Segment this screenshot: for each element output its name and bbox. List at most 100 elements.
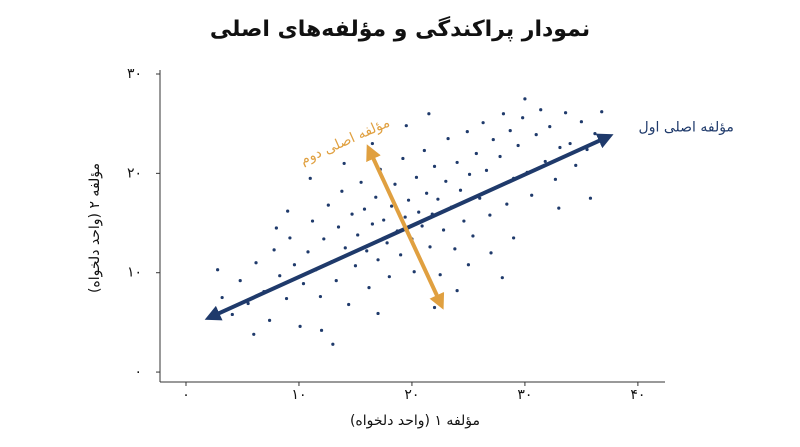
point	[385, 241, 389, 245]
point	[427, 112, 431, 116]
point	[220, 295, 224, 300]
point	[438, 273, 442, 277]
point	[370, 222, 374, 226]
point	[374, 195, 378, 199]
point	[521, 116, 525, 120]
point	[254, 261, 258, 265]
point	[455, 160, 459, 165]
x-tick-label: ۱۰	[291, 387, 306, 403]
point	[310, 219, 315, 223]
point	[288, 236, 292, 240]
point	[558, 145, 562, 150]
point	[370, 141, 374, 146]
point	[387, 275, 391, 279]
point	[347, 302, 351, 307]
point	[489, 251, 493, 255]
y-tick-label: ۰	[134, 364, 142, 380]
point	[326, 203, 330, 207]
point	[353, 264, 358, 268]
point	[420, 224, 424, 228]
point	[484, 168, 489, 172]
point	[446, 136, 450, 141]
point	[600, 110, 604, 114]
component-arrow	[366, 144, 445, 310]
point	[367, 286, 371, 290]
point	[548, 125, 552, 129]
point	[465, 130, 469, 134]
point	[393, 182, 397, 186]
point	[593, 132, 597, 136]
point	[343, 246, 347, 250]
point	[376, 258, 380, 262]
chart-title: نمودار پراکندگی و مؤلفه‌های اصلی	[210, 15, 590, 42]
x-tick-label: ۰	[182, 387, 190, 403]
point	[508, 129, 512, 133]
point	[399, 253, 403, 257]
point	[334, 279, 338, 283]
point	[414, 175, 419, 179]
point	[286, 209, 290, 213]
point	[432, 305, 437, 310]
point	[319, 328, 324, 332]
point	[436, 197, 440, 201]
point	[340, 189, 344, 193]
point	[474, 151, 478, 156]
point	[488, 213, 492, 217]
point	[365, 249, 369, 253]
point	[362, 207, 367, 211]
x-axis-label: مؤلفه ۱ (واحد دلخواه)	[350, 413, 480, 429]
point	[455, 288, 459, 293]
point	[462, 219, 466, 223]
point	[553, 177, 558, 181]
point	[425, 191, 429, 195]
point	[588, 196, 593, 200]
point	[298, 324, 302, 328]
point	[539, 108, 543, 112]
point	[534, 133, 538, 137]
point	[471, 234, 475, 238]
x-tick-label: ۳۰	[517, 387, 532, 403]
point	[516, 143, 520, 148]
point	[382, 218, 386, 222]
point	[342, 161, 346, 166]
point	[278, 274, 282, 278]
point	[306, 250, 310, 254]
point	[574, 163, 578, 168]
point	[292, 263, 297, 267]
point	[500, 276, 504, 280]
component-label: مؤلفه اصلی دوم	[298, 115, 392, 169]
point	[404, 124, 408, 128]
point	[481, 121, 485, 125]
point	[557, 206, 561, 210]
point	[376, 311, 380, 316]
point	[498, 154, 502, 159]
point	[467, 172, 472, 176]
point	[331, 342, 335, 346]
component-arrow	[204, 133, 614, 321]
point	[252, 332, 256, 336]
y-axis-label: مؤلفه ۲ (واحد دلخواه)	[87, 163, 103, 293]
component-label: مؤلفه اصلی اول	[639, 120, 734, 136]
point	[238, 279, 242, 283]
point	[523, 97, 527, 101]
point	[267, 318, 272, 322]
point	[441, 228, 446, 232]
y-tick-label: ۲۰	[127, 165, 142, 181]
point	[301, 282, 306, 286]
point	[417, 210, 421, 214]
point	[356, 233, 360, 237]
point	[512, 236, 516, 240]
point	[406, 198, 411, 202]
point	[453, 247, 457, 251]
point	[403, 215, 407, 219]
point	[568, 141, 572, 146]
point	[284, 296, 289, 301]
point	[230, 312, 234, 317]
point	[412, 270, 416, 274]
point	[336, 225, 341, 229]
x-tick-label: ۲۰	[404, 387, 419, 403]
point	[272, 248, 276, 252]
point	[308, 176, 312, 180]
point	[543, 159, 547, 164]
